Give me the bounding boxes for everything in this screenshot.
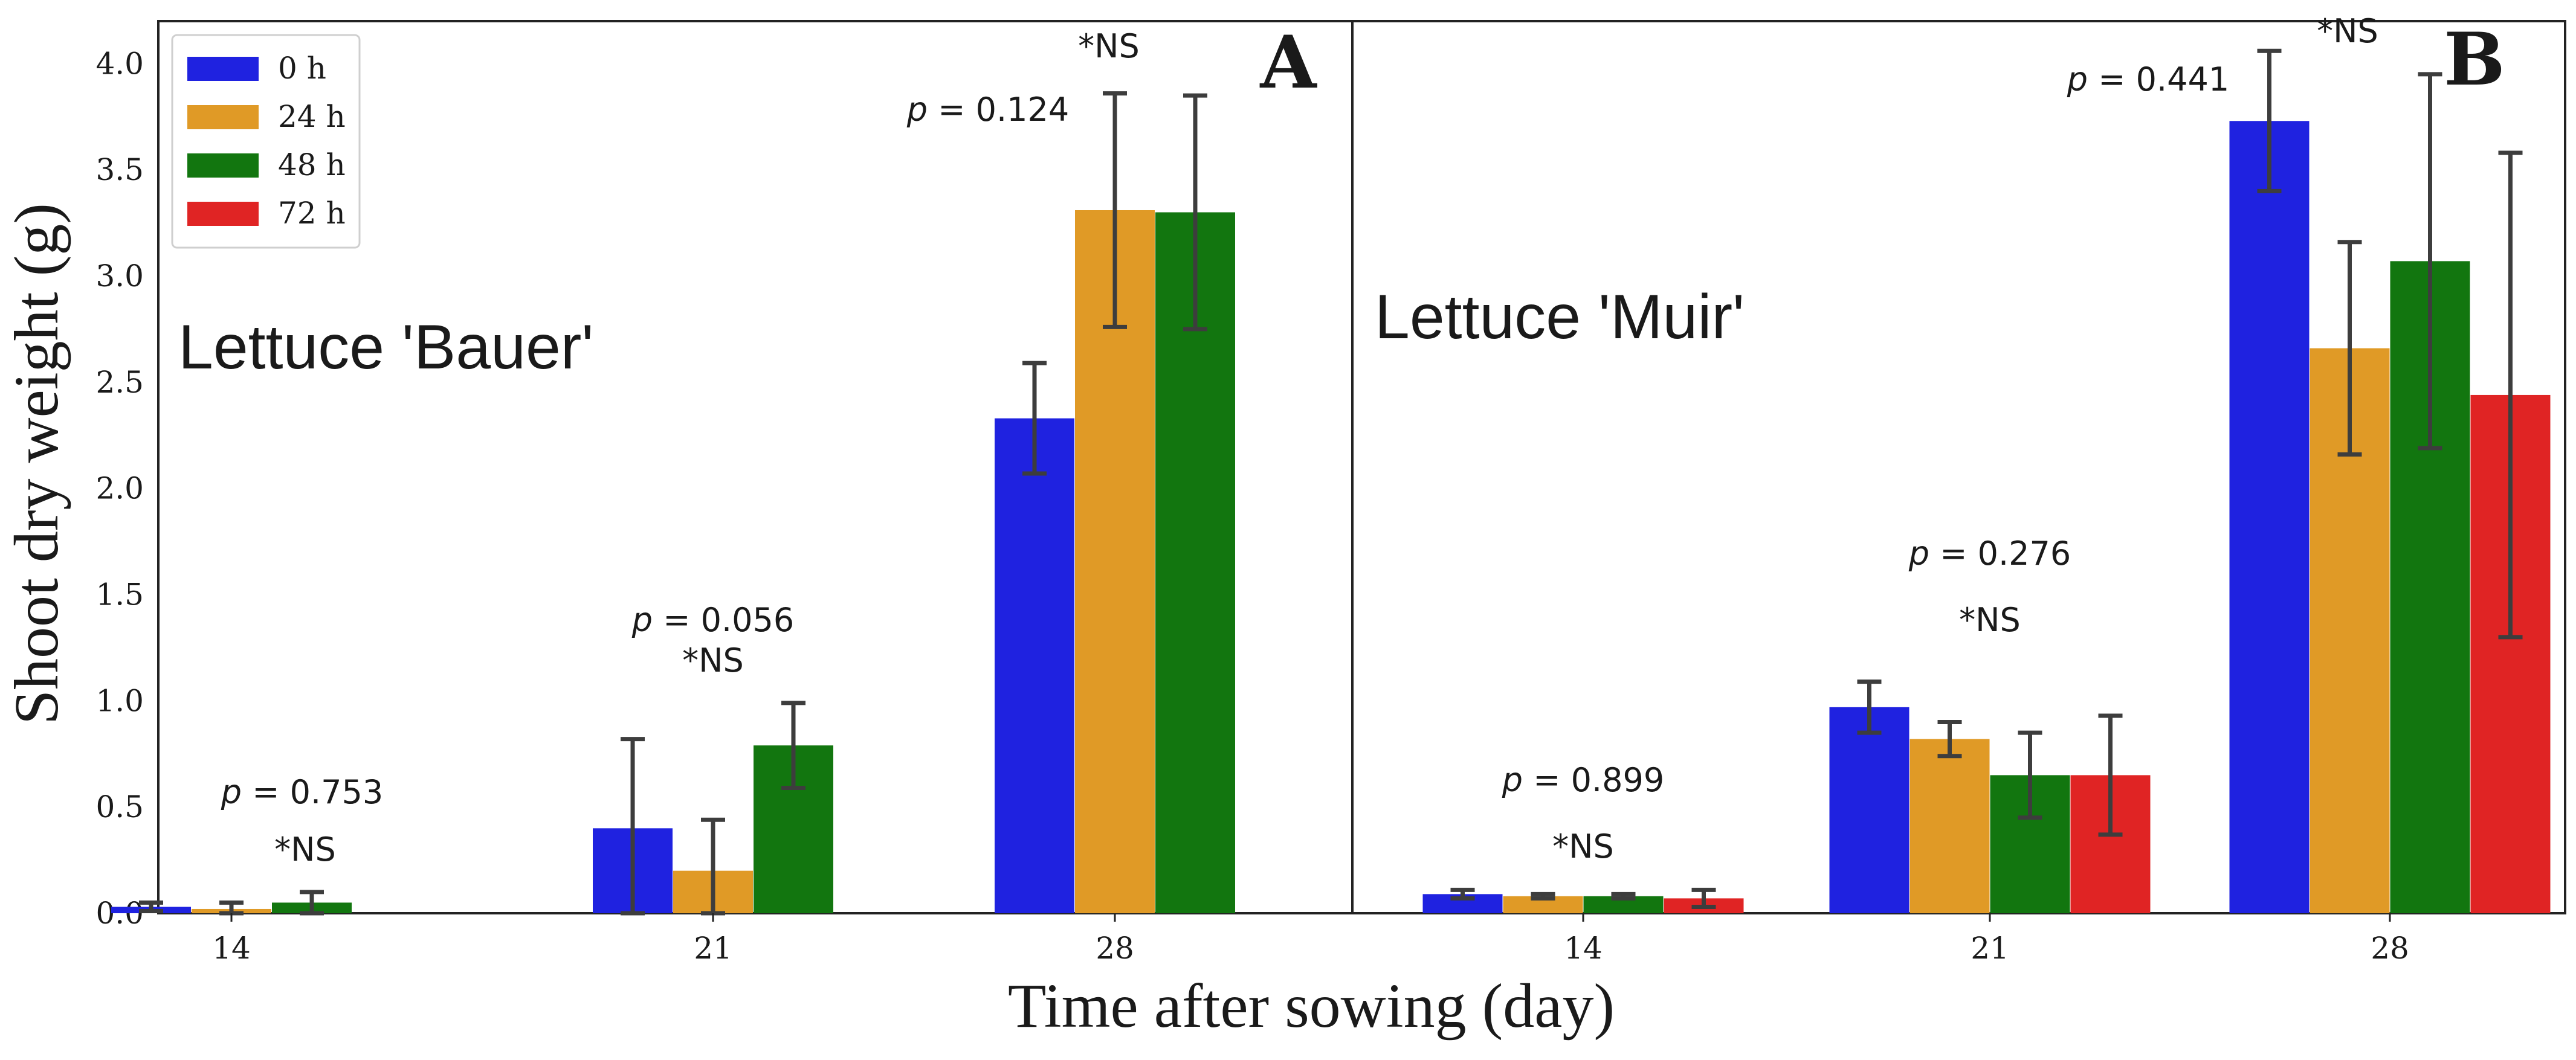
p-value-label: p = 0.124 [906, 91, 1069, 129]
p-symbol: p [906, 91, 928, 129]
x-tick-label: 28 [1096, 931, 1134, 966]
p-symbol: p [2067, 60, 2088, 98]
p-value-label: p = 0.056 [631, 601, 794, 639]
x-tick-label: 14 [212, 931, 251, 966]
legend-swatch [187, 105, 259, 129]
ns-label: *NS [1959, 601, 2021, 639]
p-value: = 0.753 [242, 773, 383, 811]
p-symbol: p [1502, 761, 1523, 799]
ns-label: *NS [274, 830, 336, 869]
p-value-label: p = 0.753 [221, 773, 383, 811]
legend-box [171, 34, 361, 249]
ns-label: *NS [1552, 827, 1614, 866]
panel-b: 14 21 28 p = 0.899 *NS p = 0.276 *NS p = 0.441 *… [1351, 12, 2566, 966]
x-axis-title: Time after sowing (day) [1008, 971, 1615, 1041]
ns-label: *NS [2317, 12, 2378, 50]
panel-a: 14 21 28p = 0.753*NSp = 0.056*NSp = 0.124*… [111, 20, 1354, 966]
p-value: = 0.899 [1523, 761, 1664, 799]
legend-label: 48 h [278, 147, 346, 182]
p-symbol: p [1908, 535, 1929, 573]
panel-title: Lettuce 'Bauer' [178, 312, 593, 382]
y-axis-title: Shoot dry weight (g) [2, 203, 71, 725]
p-value: = 0.056 [653, 601, 794, 639]
panel-letter: B [2444, 17, 2505, 102]
p-value-label: p = 0.899 [1502, 761, 1664, 799]
p-value-label: p = 0.441 [2067, 60, 2229, 98]
legend-label: 0 h [278, 51, 326, 86]
x-tick-label: 21 [694, 931, 732, 966]
legend-label: 24 h [278, 99, 346, 134]
legend-swatch [187, 202, 259, 226]
bar-0h-28 [2229, 121, 2310, 914]
x-tick-label: 28 [2371, 931, 2409, 966]
p-value-label: p = 0.276 [1908, 535, 2071, 573]
bar-24h-21 [1909, 739, 1990, 913]
p-symbol: p [221, 773, 242, 811]
y-tick-label: 4.0 [95, 46, 144, 81]
y-tick-label: 3.0 [95, 259, 144, 294]
x-tick-label: 21 [1971, 931, 2009, 966]
ns-label: *NS [1078, 27, 1140, 65]
p-symbol: p [631, 601, 653, 639]
legend-swatch [187, 153, 259, 178]
p-value: = 0.441 [2088, 60, 2229, 98]
y-tick-label: 2.0 [95, 471, 144, 506]
panel-letter: A [1259, 20, 1317, 105]
legend-swatch [187, 57, 259, 81]
y-tick-label: 3.5 [95, 152, 144, 187]
legend-label: 72 h [278, 196, 346, 231]
p-value: = 0.276 [1929, 535, 2071, 573]
panel-title: Lettuce 'Muir' [1375, 282, 1745, 352]
y-tick-label: 1.0 [95, 683, 144, 718]
y-tick-label: 2.5 [95, 365, 144, 400]
y-tick-label: 1.5 [95, 577, 144, 612]
legend: 0 h 24 h 48 h 72 h [171, 34, 361, 249]
ns-label: *NS [682, 641, 744, 679]
x-tick-label: 14 [1564, 931, 1603, 966]
y-tick-label: 0.5 [95, 789, 144, 824]
p-value: = 0.124 [928, 91, 1069, 129]
bar-0h-28 [995, 418, 1074, 913]
bar-0h-21 [1829, 707, 1909, 913]
